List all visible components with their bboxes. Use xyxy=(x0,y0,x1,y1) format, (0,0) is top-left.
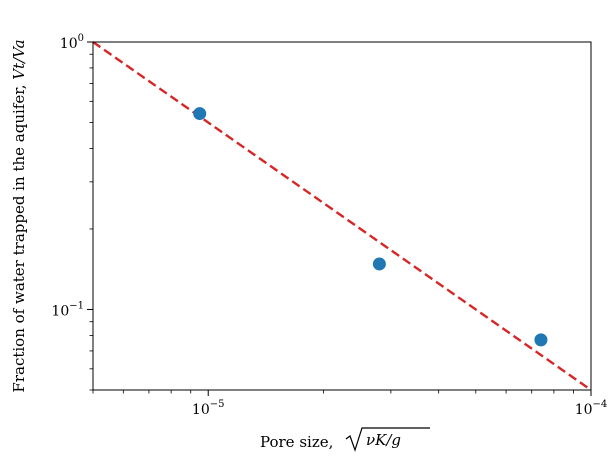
x-axis-label-math: νK/g xyxy=(366,431,401,449)
plot-frame xyxy=(92,41,592,391)
y-axis-label-prefix: Fraction of water trapped in the aquifer… xyxy=(10,80,28,393)
x-axis-label: Pore size, νK/g xyxy=(260,427,430,452)
data-point xyxy=(193,107,207,121)
minor-ticks xyxy=(89,53,574,394)
data-point xyxy=(534,333,548,347)
x-axis-label-text: Pore size, xyxy=(260,433,333,451)
data-point xyxy=(372,257,386,271)
major-ticks: 10−5 10−4 100 10−1 xyxy=(51,33,607,418)
y-axis-label-text: Fraction of water trapped in the aquifer… xyxy=(10,39,28,392)
y-axis-label: Fraction of water trapped in the aquifer… xyxy=(10,39,28,392)
x-tick-label: 10−5 xyxy=(192,399,225,418)
sqrt-symbol xyxy=(345,427,430,452)
y-tick-label: 10−1 xyxy=(51,300,84,319)
y-axis-label-math: Vt/Va xyxy=(10,39,28,79)
series-layer xyxy=(92,41,592,391)
fit-line xyxy=(92,41,592,391)
y-tick-label: 100 xyxy=(60,33,84,52)
x-tick-label: 10−4 xyxy=(575,399,608,418)
